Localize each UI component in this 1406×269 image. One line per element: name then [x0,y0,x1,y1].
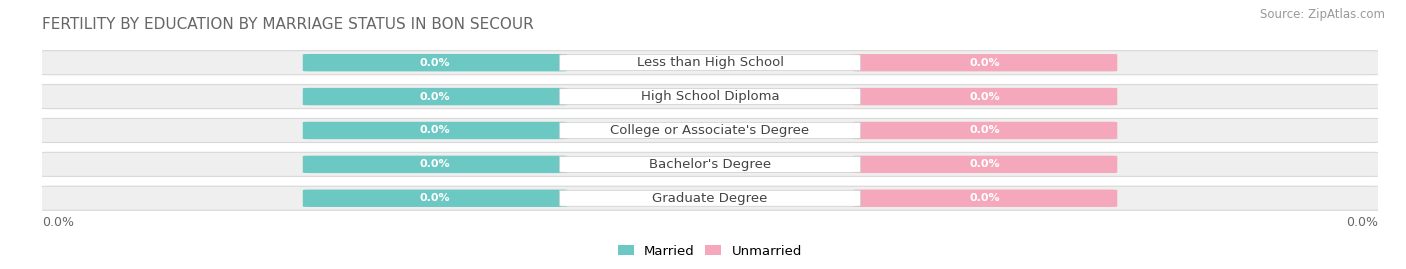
Text: 0.0%: 0.0% [420,193,450,203]
FancyBboxPatch shape [853,190,1118,207]
FancyBboxPatch shape [560,190,860,206]
Text: College or Associate's Degree: College or Associate's Degree [610,124,810,137]
FancyBboxPatch shape [302,88,567,105]
FancyBboxPatch shape [302,122,567,139]
FancyBboxPatch shape [302,190,567,207]
Text: Bachelor's Degree: Bachelor's Degree [650,158,770,171]
Legend: Married, Unmarried: Married, Unmarried [613,239,807,263]
Text: Graduate Degree: Graduate Degree [652,192,768,205]
Text: 0.0%: 0.0% [970,91,1000,102]
Text: FERTILITY BY EDUCATION BY MARRIAGE STATUS IN BON SECOUR: FERTILITY BY EDUCATION BY MARRIAGE STATU… [42,17,534,32]
Text: 0.0%: 0.0% [420,125,450,136]
FancyBboxPatch shape [39,118,1381,143]
Text: 0.0%: 0.0% [970,58,1000,68]
Text: Source: ZipAtlas.com: Source: ZipAtlas.com [1260,8,1385,21]
FancyBboxPatch shape [39,186,1381,210]
FancyBboxPatch shape [39,84,1381,109]
FancyBboxPatch shape [39,152,1381,176]
FancyBboxPatch shape [560,122,860,139]
FancyBboxPatch shape [853,156,1118,173]
FancyBboxPatch shape [560,89,860,105]
Text: 0.0%: 0.0% [420,58,450,68]
Text: 0.0%: 0.0% [1346,216,1378,229]
Text: 0.0%: 0.0% [420,91,450,102]
Text: 0.0%: 0.0% [420,159,450,169]
FancyBboxPatch shape [853,122,1118,139]
FancyBboxPatch shape [560,55,860,71]
FancyBboxPatch shape [302,156,567,173]
FancyBboxPatch shape [39,51,1381,75]
FancyBboxPatch shape [853,54,1118,71]
Text: 0.0%: 0.0% [970,193,1000,203]
Text: 0.0%: 0.0% [970,125,1000,136]
Text: 0.0%: 0.0% [42,216,75,229]
FancyBboxPatch shape [560,156,860,172]
Text: 0.0%: 0.0% [970,159,1000,169]
Text: Less than High School: Less than High School [637,56,783,69]
FancyBboxPatch shape [853,88,1118,105]
Text: High School Diploma: High School Diploma [641,90,779,103]
FancyBboxPatch shape [302,54,567,71]
